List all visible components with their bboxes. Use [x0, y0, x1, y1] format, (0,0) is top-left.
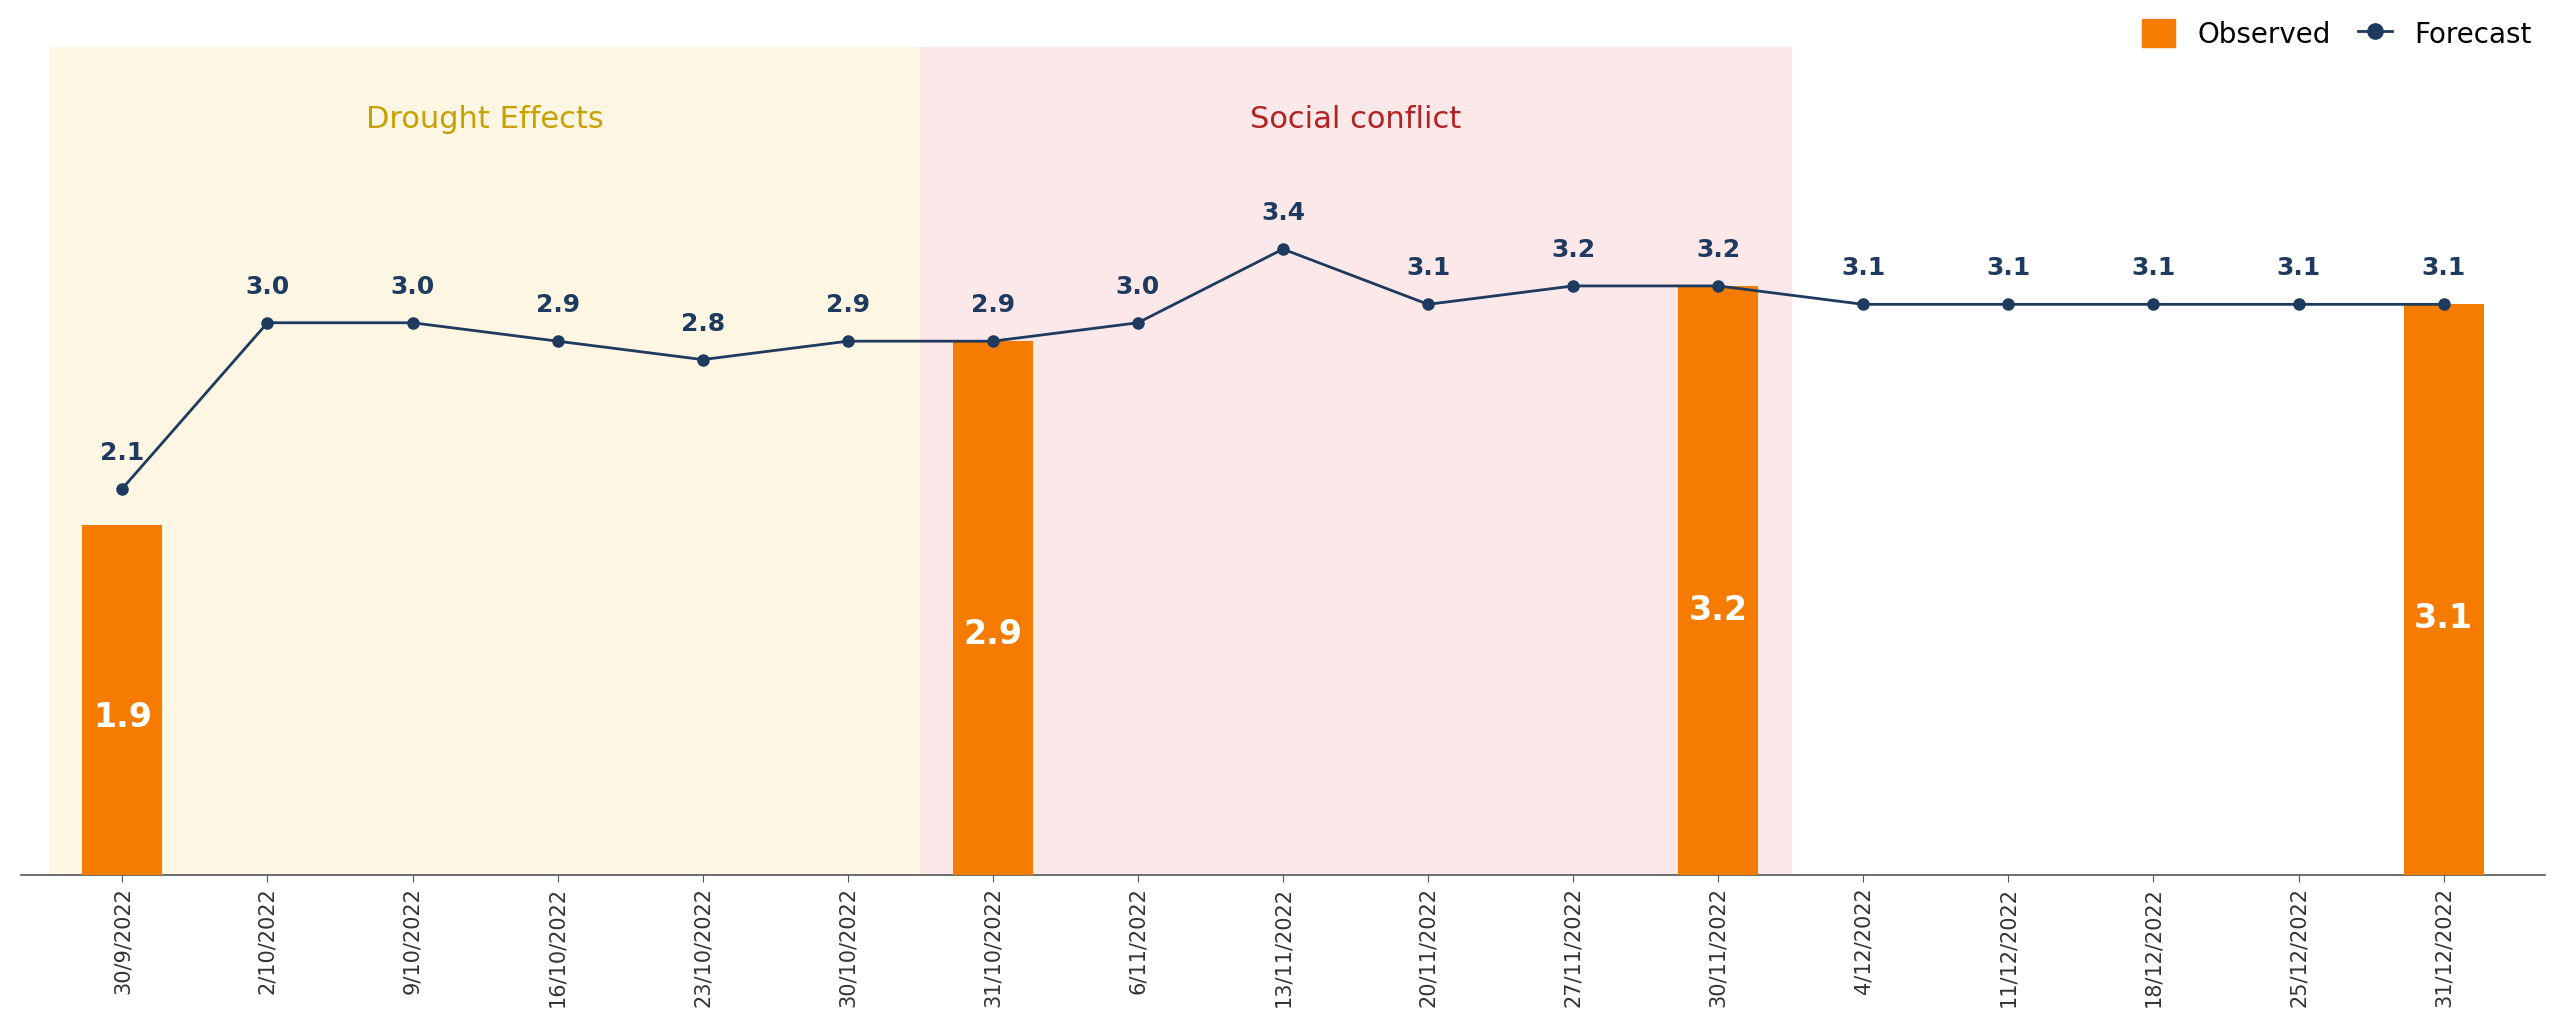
Bar — [49, 46, 921, 875]
Text: 3.1: 3.1 — [2132, 256, 2176, 281]
Text: 1.9: 1.9 — [92, 701, 151, 734]
Text: 2.8: 2.8 — [680, 311, 724, 336]
Text: 3.1: 3.1 — [1986, 256, 2030, 281]
Text: 3.0: 3.0 — [246, 274, 290, 299]
Bar — [1678, 286, 1758, 875]
Legend: Observed, Forecast: Observed, Forecast — [2143, 19, 2530, 48]
Bar — [921, 46, 1791, 875]
Bar — [2404, 304, 2484, 875]
Text: Social conflict: Social conflict — [1250, 105, 1460, 134]
Bar — [82, 525, 162, 875]
Text: Drought Effects: Drought Effects — [367, 105, 603, 134]
Bar — [952, 341, 1032, 875]
Text: 2.1: 2.1 — [100, 441, 144, 465]
Text: 3.1: 3.1 — [1406, 256, 1450, 281]
Text: 2.9: 2.9 — [536, 293, 580, 318]
Text: 3.1: 3.1 — [2422, 256, 2466, 281]
Text: 3.1: 3.1 — [1842, 256, 1886, 281]
Text: 3.0: 3.0 — [390, 274, 434, 299]
Text: 3.1: 3.1 — [2415, 601, 2474, 635]
Text: 3.0: 3.0 — [1116, 274, 1160, 299]
Text: 2.9: 2.9 — [970, 293, 1016, 318]
Text: 3.4: 3.4 — [1260, 201, 1306, 225]
Text: 3.2: 3.2 — [1696, 238, 1740, 262]
Text: 2.9: 2.9 — [826, 293, 870, 318]
Text: 3.2: 3.2 — [1688, 593, 1747, 626]
Text: 3.1: 3.1 — [2276, 256, 2320, 281]
Text: 2.9: 2.9 — [962, 619, 1021, 652]
Text: 3.2: 3.2 — [1550, 238, 1596, 262]
